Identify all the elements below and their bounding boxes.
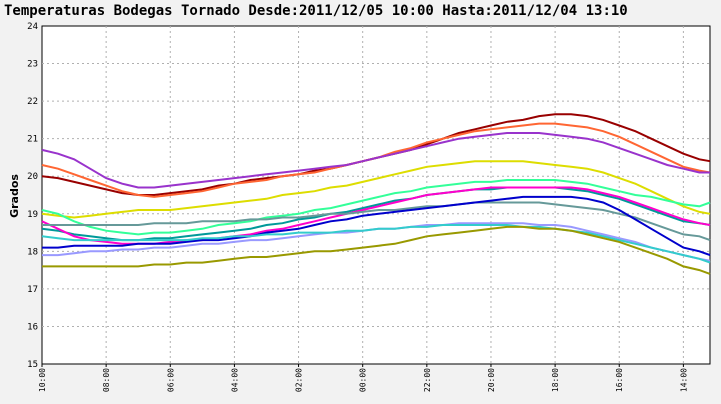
x-tick-label: 02:00 (295, 368, 304, 392)
series-line-6 (41, 186, 711, 242)
y-tick-labels: 15 16 17 18 19 20 21 22 23 24 (27, 22, 38, 370)
y-tick-label: 16 (27, 322, 38, 332)
series-line-9 (42, 195, 711, 257)
chart-title: Temperaturas Bodegas Tornado Desde:2011/… (4, 3, 628, 19)
x-tick-label: 06:00 (166, 368, 175, 392)
y-tick-label: 20 (27, 172, 38, 182)
y-axis-label: Grados (8, 174, 21, 218)
y-tick-label: 15 (27, 360, 38, 370)
y-tick-label: 24 (27, 22, 38, 32)
x-tick-label: 14:00 (679, 368, 688, 392)
gridlines (42, 26, 710, 364)
y-tick-label: 23 (27, 60, 38, 70)
x-tick-label: 04:00 (230, 368, 239, 392)
y-tick-label: 17 (27, 285, 38, 295)
series-line-8 (42, 201, 711, 242)
x-tick-label: 08:00 (102, 368, 111, 392)
x-tick-label: 20:00 (487, 368, 496, 392)
y-tick-label: 19 (27, 210, 38, 220)
y-tick-label: 18 (27, 247, 38, 257)
series-line-12 (42, 225, 711, 275)
x-tick-labels: 10:00 08:00 06:00 04:00 02:00 00:00 22:00 20:00… (38, 364, 688, 392)
y-tick-label: 21 (27, 135, 38, 145)
series-lines (41, 113, 711, 275)
x-tick-label: 16:00 (615, 368, 624, 392)
x-tick-label: 10:00 (38, 368, 47, 392)
x-tick-label: 22:00 (423, 368, 432, 392)
series-line-3 (41, 132, 710, 189)
x-tick-label: 18:00 (551, 368, 560, 392)
series-line-4 (41, 160, 711, 219)
x-tick-label: 00:00 (359, 368, 368, 392)
y-tick-label: 22 (27, 97, 38, 107)
series-line-5 (41, 179, 711, 236)
series-line-11 (41, 224, 711, 264)
